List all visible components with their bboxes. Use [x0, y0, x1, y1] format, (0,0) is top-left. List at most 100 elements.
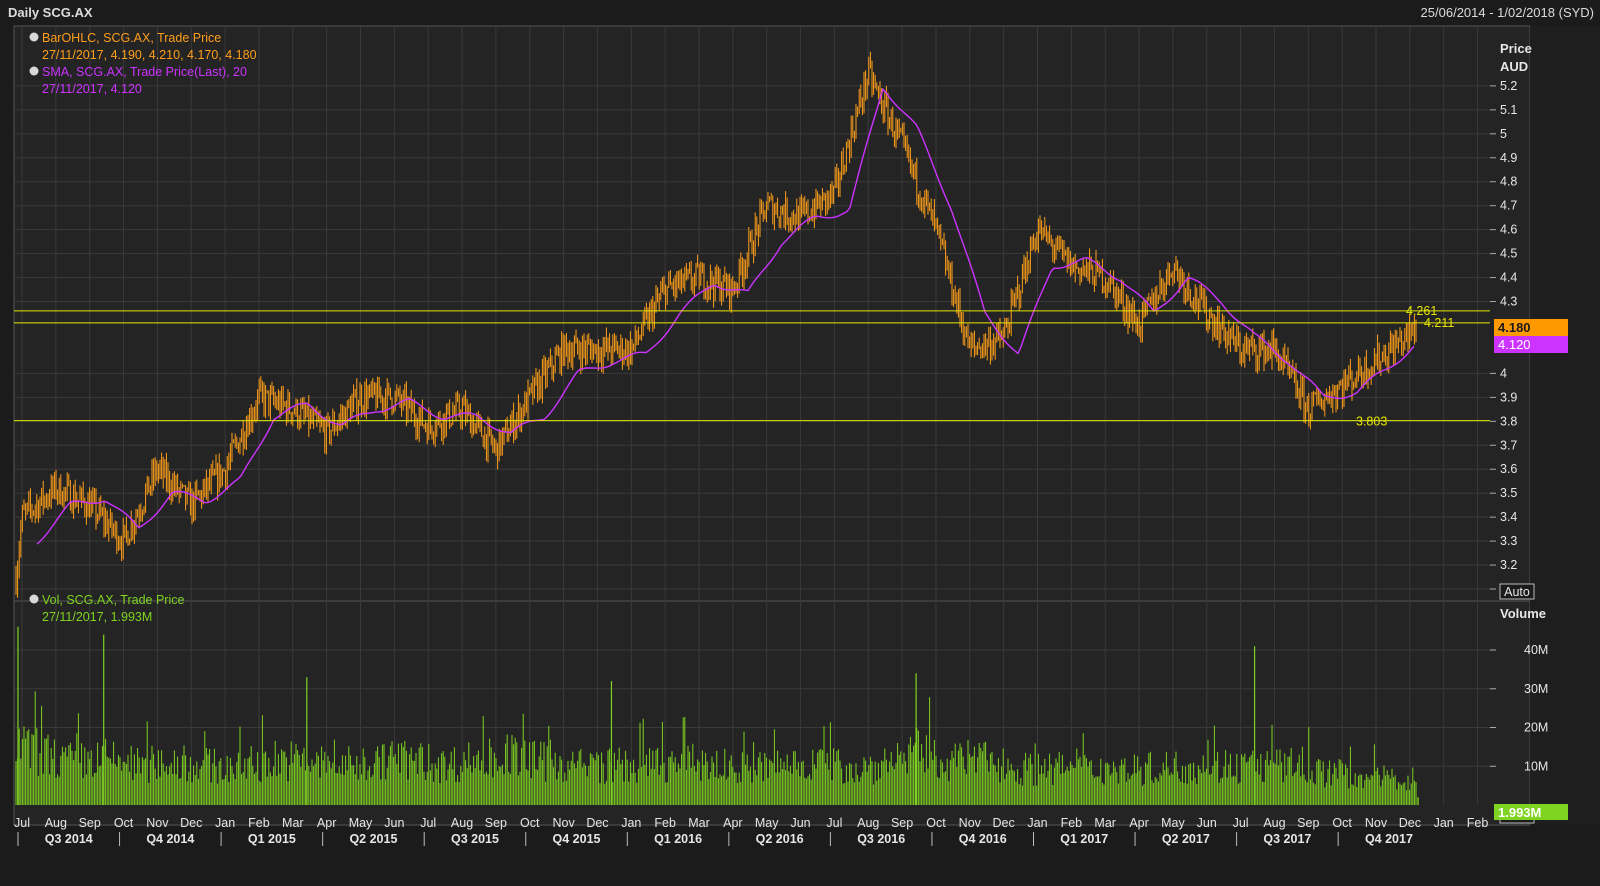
month-label: Jun	[384, 816, 404, 830]
quarter-label: Q1 2017	[1060, 832, 1108, 846]
info-icon[interactable]	[29, 66, 39, 76]
price-tick-label: 3.2	[1500, 558, 1517, 572]
price-tick-label: 4.6	[1500, 223, 1517, 237]
month-label: Feb	[654, 816, 676, 830]
month-label: Apr	[723, 816, 742, 830]
quarter-label: Q4 2016	[959, 832, 1007, 846]
month-label: Apr	[1129, 816, 1148, 830]
month-label: Aug	[857, 816, 879, 830]
month-label: Jul	[1233, 816, 1249, 830]
legend-sma-values: 27/11/2017, 4.120	[42, 82, 142, 96]
month-label: May	[755, 816, 779, 830]
price-tick-label: 4.7	[1500, 199, 1517, 213]
price-auto-button[interactable]: Auto	[1499, 583, 1535, 600]
quarter-label: Q3 2017	[1263, 832, 1311, 846]
sma-badge: 4.120	[1494, 336, 1568, 353]
month-label: Nov	[552, 816, 575, 830]
volume-tick-label: 40M	[1524, 643, 1548, 657]
month-label: Feb	[1061, 816, 1083, 830]
price-tick-label: 3.8	[1500, 414, 1517, 428]
month-label: Oct	[520, 816, 540, 830]
legend-sma[interactable]: SMA, SCG.AX, Trade Price(Last), 20 27/11…	[29, 65, 247, 96]
quarter-label: Q4 2014	[146, 832, 194, 846]
price-axis-unit: AUD	[1500, 59, 1528, 74]
reference-line-label: 4.211	[1424, 316, 1454, 330]
quarter-label: Q2 2017	[1162, 832, 1210, 846]
volume-tick-label: 30M	[1524, 682, 1548, 696]
last-price-badge: 4.180	[1494, 319, 1568, 336]
price-tick-label: 3.5	[1500, 486, 1517, 500]
month-label: Aug	[451, 816, 473, 830]
price-panel[interactable]	[13, 25, 1531, 602]
price-tick-label: 3.9	[1500, 390, 1517, 404]
price-tick-label: 4.5	[1500, 247, 1517, 261]
last-volume-badge: 1.993M	[1494, 804, 1568, 820]
quarter-label: Q2 2015	[349, 832, 397, 846]
price-tick-label: 4.9	[1500, 151, 1517, 165]
price-axis-area[interactable]	[1530, 26, 1600, 601]
quarter-label: Q1 2016	[654, 832, 702, 846]
month-label: Jul	[420, 816, 436, 830]
chart-title: Daily SCG.AX	[8, 5, 93, 20]
volume-panel[interactable]	[13, 600, 1531, 826]
legend-volume[interactable]: Vol, SCG.AX, Trade Price 27/11/2017, 1.9…	[29, 593, 185, 624]
month-label: Apr	[317, 816, 336, 830]
legend-ohlc[interactable]: BarOHLC, SCG.AX, Trade Price 27/11/2017,…	[29, 31, 257, 62]
volume-bars	[15, 626, 1419, 805]
month-label: Dec	[180, 816, 202, 830]
quarter-label: Q3 2016	[857, 832, 905, 846]
month-label: Oct	[114, 816, 134, 830]
month-label: Sep	[1297, 816, 1319, 830]
legend-ohlc-values: 27/11/2017, 4.190, 4.210, 4.170, 4.180	[42, 48, 257, 62]
ohlc-bars	[15, 51, 1417, 598]
svg-text:4.120: 4.120	[1498, 337, 1531, 352]
month-label: Sep	[891, 816, 913, 830]
svg-text:Auto: Auto	[1504, 585, 1530, 599]
quarter-label: Q3 2015	[451, 832, 499, 846]
legend-volume-name: Vol, SCG.AX, Trade Price	[42, 593, 184, 607]
month-label: Mar	[688, 816, 710, 830]
month-label: Jul	[14, 816, 30, 830]
price-tick-label: 5.1	[1500, 103, 1517, 117]
month-label: Nov	[1365, 816, 1388, 830]
date-range[interactable]: 25/06/2014 - 1/02/2018 (SYD)	[1421, 5, 1594, 20]
price-tick-label: 4.3	[1500, 295, 1517, 309]
svg-text:1.993M: 1.993M	[1498, 805, 1541, 820]
price-tick-label: 3.4	[1500, 510, 1517, 524]
price-tick-label: 5.2	[1500, 79, 1517, 93]
month-label: Jun	[1197, 816, 1217, 830]
month-label: Sep	[79, 816, 101, 830]
month-label: Dec	[993, 816, 1015, 830]
month-label: Nov	[959, 816, 982, 830]
month-label: Nov	[146, 816, 169, 830]
info-icon[interactable]	[29, 32, 39, 42]
month-label: Oct	[926, 816, 946, 830]
month-label: Feb	[248, 816, 270, 830]
month-label: Dec	[1399, 816, 1421, 830]
reference-line-label: 4.261	[1406, 304, 1437, 318]
month-label: May	[349, 816, 373, 830]
legend-volume-values: 27/11/2017, 1.993M	[42, 610, 152, 624]
legend-ohlc-name: BarOHLC, SCG.AX, Trade Price	[42, 31, 221, 45]
volume-axis-title: Volume	[1500, 606, 1546, 621]
info-icon[interactable]	[29, 594, 39, 604]
price-tick-label: 3.3	[1500, 534, 1517, 548]
month-label: Mar	[282, 816, 304, 830]
price-tick-label: 4.4	[1500, 271, 1517, 285]
month-label: Jun	[790, 816, 810, 830]
month-label: Dec	[586, 816, 608, 830]
price-axis-title: Price	[1500, 41, 1532, 56]
price-tick-label: 3.6	[1500, 462, 1517, 476]
price-tick-label: 4	[1500, 366, 1507, 380]
price-tick-label: 3.7	[1500, 438, 1517, 452]
month-label: Jan	[621, 816, 641, 830]
quarter-label: Q1 2015	[248, 832, 296, 846]
quarter-label: Q4 2017	[1365, 832, 1413, 846]
volume-axis-area[interactable]	[1530, 601, 1600, 825]
month-label: Aug	[45, 816, 67, 830]
price-tick-label: 5	[1500, 127, 1507, 141]
month-label: May	[1161, 816, 1185, 830]
month-label: Jan	[1434, 816, 1454, 830]
month-label: Mar	[1094, 816, 1116, 830]
month-label: Oct	[1332, 816, 1352, 830]
